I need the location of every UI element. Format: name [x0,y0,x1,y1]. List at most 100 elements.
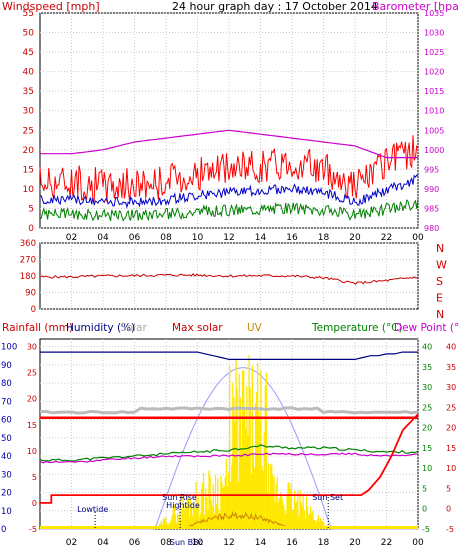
hightide-label: Hightide [166,501,200,510]
compass-label: S [436,275,443,288]
bottom-x-tick: 20 [349,538,361,548]
temperature-y-tick: 5 [422,484,427,493]
baro-y-tick: 1020 [424,68,444,77]
temperature-y-axis: 40 35 30 25 20 15 10 5 0 -5 [422,343,432,534]
direction-y-axis: 360 270 180 90 0 [20,239,36,315]
wind-x-tick: 12 [223,233,234,243]
sunset-label: Sun Set [312,493,343,502]
rainfall-y-tick: 15 [27,421,37,430]
legend-humidity: Humidity (%) [66,322,135,334]
chart-title: 24 hour graph day : 17 October 2014 [172,0,378,13]
humidity-y-tick: 90 [1,361,12,371]
humidity-y-tick: 70 [1,397,12,407]
dewpoint-y-tick: 30 [446,383,456,392]
baro-y-tick: 1010 [424,107,444,116]
wind-y-tick: 10 [23,185,35,195]
legend-uv: UV [247,322,263,334]
rainfall-y-tick: 30 [27,343,37,352]
wind-y-tick: 40 [23,68,35,78]
wind-series [39,129,419,222]
dewpoint-y-tick: 25 [446,403,456,412]
bottom-x-tick: 06 [129,538,141,548]
bottom-x-tick: 16 [286,538,298,548]
bottom-series [39,351,419,530]
wind-y-tick: 5 [28,204,34,214]
bottom-x-axis: 02 04 06 08 10 12 14 16 18 20 22 00 [66,538,424,548]
direction-y-tick: 180 [20,272,36,282]
dewpoint-y-tick: 15 [446,444,456,453]
wind-x-tick: 04 [97,233,109,243]
wind-x-tick: 18 [318,233,330,243]
compass-label: E [436,292,443,305]
rainfall-y-tick: 0 [32,499,37,508]
baro-y-tick: 1005 [424,126,444,135]
wind-y-tick: 50 [23,29,35,39]
baro-y-tick: 1030 [424,29,444,38]
humidity-y-tick: 40 [1,452,12,462]
dewpoint-y-tick: 5 [446,484,451,493]
humidity-band [39,406,419,415]
barometer-line [40,129,418,159]
humidity-y-tick: 60 [1,416,12,426]
humidity-y-tick: 100 [1,343,17,353]
bottom-x-tick: 10 [192,538,204,548]
dewpoint-y-tick: 10 [446,464,456,473]
baro-y-tick: 1000 [424,146,444,155]
wind-x-tick: 10 [192,233,204,243]
dewpoint-line [39,452,419,464]
windspeed-axis-title: Windspeed [mph] [2,0,100,13]
direction-y-tick: 360 [20,239,36,249]
baro-y-tick: 990 [424,185,439,194]
barometer-y-axis: 1035 1030 1025 1020 1015 1010 1005 1000 995 990 98… [424,9,444,233]
humidity-y-tick: 30 [1,470,12,480]
lowtide-label: Lowtide [77,505,108,514]
wind-min-line [39,198,419,222]
dewpoint-y-axis: 40 35 30 25 20 15 10 5 0 -5 [446,343,456,534]
wind-y-tick: 35 [23,87,34,97]
wind-x-tick: 16 [286,233,298,243]
direction-y-tick: 0 [31,305,36,315]
rainfall-y-tick: 25 [27,369,37,378]
rainfall-line [39,413,419,504]
rainfall-y-tick: 20 [27,395,37,404]
sunrise-label: Sun Rise [162,493,197,502]
baro-y-tick: 985 [424,204,439,213]
baro-y-tick: 1035 [424,9,444,18]
temperature-y-tick: 0 [422,505,427,514]
humidity-y-tick: 20 [1,489,12,499]
humidity-line [40,351,418,360]
compass-label: W [436,259,447,272]
bottom-x-tick: 22 [381,538,392,548]
legend-rainfall: Rainfall (mm) [2,322,73,334]
wind-x-tick: 14 [255,233,267,243]
humidity-y-tick: 10 [1,507,12,517]
direction-line [39,273,419,285]
wind-x-tick: 20 [349,233,361,243]
bottom-x-tick: 04 [97,538,109,548]
wind-x-tick: 08 [160,233,172,243]
legend-temperature: Temperature (°C) [311,322,403,334]
compass-label: N [436,242,444,255]
temperature-y-tick: -5 [422,525,430,534]
rainfall-y-tick: 10 [27,447,37,456]
humidity-y-tick: 0 [1,525,6,535]
dewpoint-y-tick: 0 [446,505,451,514]
baseline-strip [40,526,418,529]
wind-y-tick: 0 [28,224,34,234]
wind-gust-line [39,135,419,202]
wind-y-tick: 45 [23,48,34,58]
humidity-y-tick: 50 [1,434,12,444]
rainfall-y-tick: -5 [29,525,37,534]
legend-solar: Solar [120,322,147,334]
legend-max-solar: Max solar [172,322,223,334]
temperature-y-tick: 35 [422,363,432,372]
wind-x-tick: 00 [412,233,424,243]
direction-y-tick: 270 [20,256,36,266]
temperature-y-tick: 15 [422,444,432,453]
sun-bb-label: Sun BBc [170,538,203,547]
rainfall-y-tick: 5 [32,473,37,482]
